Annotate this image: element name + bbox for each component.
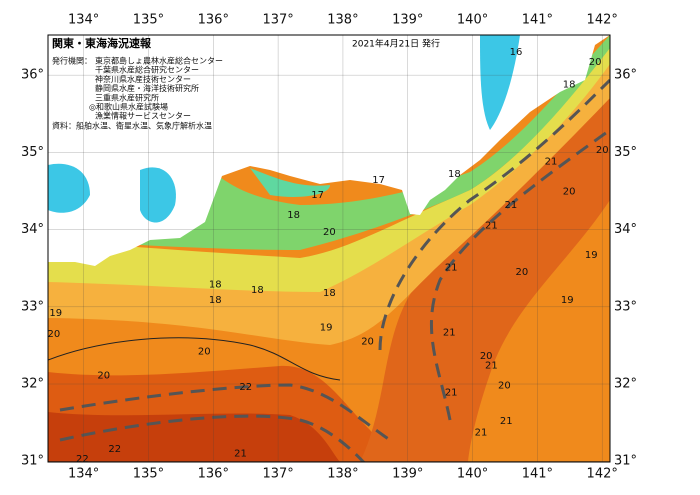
lon-tick-label: 137° <box>262 13 293 28</box>
lat-tick-label: 35° <box>21 145 44 160</box>
graticule <box>48 35 610 462</box>
issue-date: 2021年4月21日 発行 <box>352 38 440 50</box>
lat-tick-label: 36° <box>21 68 44 83</box>
lon-tick-label: 141° <box>522 13 553 28</box>
contour-label: 19 <box>585 250 598 261</box>
lon-tick-label: 135° <box>133 13 164 28</box>
lon-tick-label: 136° <box>198 13 229 28</box>
contour-label: 18 <box>448 169 461 180</box>
contour-label: 17 <box>372 175 385 186</box>
issuer: ◎和歌山県水産試験場 <box>89 102 168 112</box>
isotherm <box>48 337 341 381</box>
lon-tick-label: 134° <box>68 13 99 28</box>
lon-tick-label: 142° <box>587 467 618 482</box>
contour-label: 20 <box>563 187 576 198</box>
contour-label: 18 <box>563 79 576 90</box>
contour-label: 22 <box>76 454 89 465</box>
contour-label: 21 <box>234 449 247 460</box>
lon-tick-label: 136° <box>198 467 229 482</box>
contour-label: 19 <box>49 308 62 319</box>
current-axis <box>378 78 610 351</box>
contour-label: 17 <box>311 190 324 201</box>
bay-water <box>48 163 90 213</box>
warm-core <box>48 412 340 462</box>
lon-tick-label: 138° <box>327 13 358 28</box>
issuer: 漁業情報サービスセンター <box>95 111 191 121</box>
lon-tick-label: 139° <box>392 467 423 482</box>
contour-label: 20 <box>97 371 110 382</box>
issuer: 東京都島しょ農林水産総合センター <box>95 56 223 66</box>
bay-water <box>250 168 330 197</box>
contour-label: 19 <box>320 323 333 334</box>
contour-label: 21 <box>485 360 498 371</box>
sea-surface <box>48 35 610 462</box>
kuroshio-band <box>360 95 610 462</box>
lat-tick-label: 34° <box>21 222 44 237</box>
contour-label: 22 <box>239 382 252 393</box>
current-axis <box>429 128 610 421</box>
lon-tick-label: 140° <box>457 13 488 28</box>
contour-label: 21 <box>485 221 498 232</box>
lon-tick-label: 142° <box>587 13 618 28</box>
lon-tick-label: 141° <box>522 467 553 482</box>
contour-label: 21 <box>475 428 488 439</box>
issuer: 千葉県水産総合研究センター <box>95 65 199 75</box>
lon-tick-label: 139° <box>392 13 423 28</box>
contour-label: 18 <box>209 295 222 306</box>
lat-tick-label: 31° <box>614 454 637 469</box>
lat-tick-label: 34° <box>614 222 637 237</box>
contour-label: 20 <box>498 381 511 392</box>
lon-tick-label: 137° <box>262 467 293 482</box>
contour-label: 21 <box>504 200 517 211</box>
contour-label: 20 <box>596 145 609 156</box>
contour-label: 20 <box>480 351 493 362</box>
bay-water <box>140 167 176 223</box>
map-frame <box>47 34 611 463</box>
cool-band <box>48 44 610 292</box>
issuer-label: 発行機関： <box>52 56 92 66</box>
lat-tick-label: 35° <box>614 145 637 160</box>
current-axis <box>59 383 391 442</box>
lon-tick-label: 138° <box>327 467 358 482</box>
contour-label: 20 <box>515 267 528 278</box>
lat-tick-label: 33° <box>614 299 637 314</box>
contour-label: 18 <box>251 285 264 296</box>
source: 資料：船舶水温、衛星水温、気象庁解析水温 <box>52 121 212 131</box>
contour-label: 20 <box>361 337 374 348</box>
lon-tick-label: 140° <box>457 467 488 482</box>
lat-tick-label: 32° <box>614 377 637 392</box>
lon-tick-label: 134° <box>68 467 99 482</box>
lon-tick-label: 135° <box>133 467 164 482</box>
contour-label: 20 <box>47 329 60 340</box>
contour-label: 22 <box>108 444 121 455</box>
lat-tick-label: 31° <box>21 454 44 469</box>
title: 関東・東海海況速報 <box>52 36 152 50</box>
contour-label: 21 <box>445 262 458 273</box>
lat-tick-label: 36° <box>614 68 637 83</box>
contour-label: 16 <box>510 47 523 58</box>
contour-label: 18 <box>323 288 336 299</box>
contour-label: 20 <box>589 57 602 68</box>
contour-label: 20 <box>323 227 336 238</box>
contour-label: 20 <box>198 347 211 358</box>
contour-label: 18 <box>209 279 222 290</box>
bay-water <box>480 35 520 130</box>
issuer: 三重県水産研究所 <box>95 92 159 102</box>
issuer: 静岡県水産・海洋技術研究所 <box>95 83 199 93</box>
current-axis <box>59 414 366 462</box>
header-box <box>48 35 215 132</box>
lat-tick-label: 33° <box>21 299 44 314</box>
contour-label: 21 <box>545 157 558 168</box>
contour-label: 19 <box>561 295 574 306</box>
contour-label: 18 <box>287 210 300 221</box>
contour-label: 21 <box>500 416 513 427</box>
issuer: 神奈川県水産技術センター <box>95 74 191 84</box>
lat-tick-label: 32° <box>21 377 44 392</box>
contour-label: 21 <box>445 388 458 399</box>
contour-label: 21 <box>443 327 456 338</box>
issuer-list: 東京都島しょ農林水産総合センター千葉県水産総合研究センター神奈川県水産技術センタ… <box>89 56 223 121</box>
